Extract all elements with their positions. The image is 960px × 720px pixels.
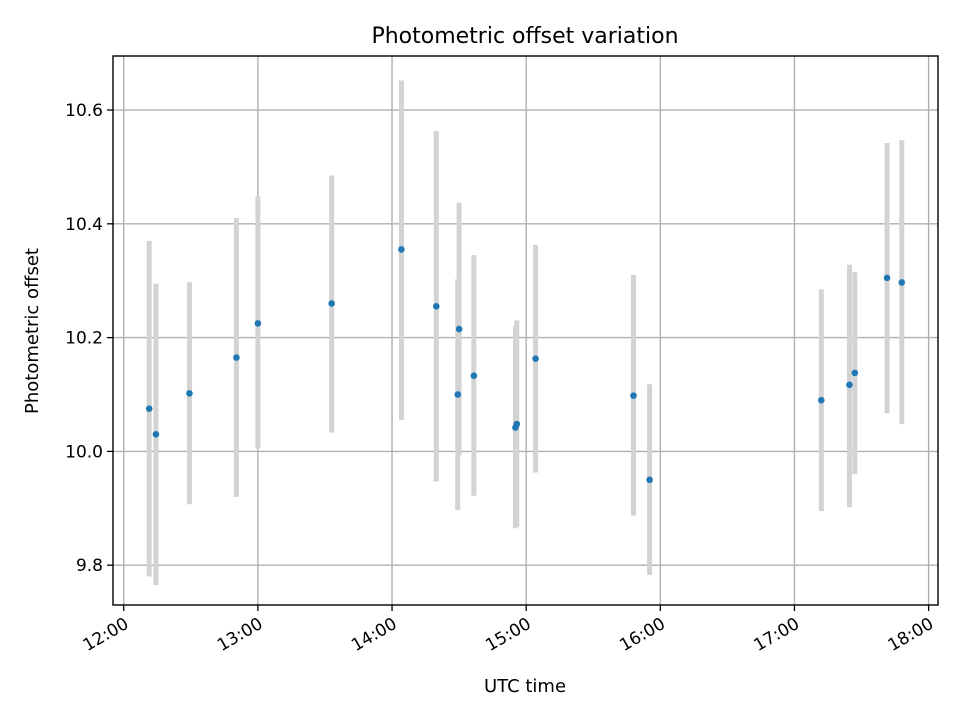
data-point <box>513 420 521 428</box>
data-point <box>254 320 262 327</box>
x-tick-label: 17:00 <box>751 614 803 656</box>
data-point <box>898 279 906 286</box>
x-tick-label: 14:00 <box>348 614 400 656</box>
data-point <box>817 396 825 404</box>
y-tick-label: 10.2 <box>65 329 103 349</box>
data-point <box>432 303 440 310</box>
data-point <box>398 246 405 253</box>
y-tick-label: 10.0 <box>65 442 103 462</box>
data-point <box>846 381 853 389</box>
data-point <box>454 391 462 398</box>
data-point <box>455 325 463 333</box>
x-axis-ticks: 12:00 13:00 14:00 15:00 16:00 17:00 18:00 <box>80 605 937 656</box>
chart-title: Photometric offset variation <box>371 24 678 49</box>
data-point <box>328 300 335 307</box>
y-axis-label: Photometric offset <box>22 248 43 414</box>
x-tick-label: 12:00 <box>80 614 132 656</box>
grid-lines <box>113 56 938 605</box>
data-point <box>851 369 859 377</box>
y-tick-label: 10.4 <box>65 215 103 235</box>
data-point <box>186 390 193 397</box>
data-point <box>145 405 153 413</box>
data-points <box>145 246 906 484</box>
x-tick-label: 18:00 <box>885 614 937 656</box>
y-tick-label: 9.8 <box>76 556 103 576</box>
y-tick-label: 10.6 <box>65 101 103 121</box>
y-axis-ticks: 9.8 10.0 10.2 10.4 10.6 <box>65 101 113 576</box>
plot-frame <box>112 55 939 606</box>
x-axis-label: UTC time <box>484 676 566 697</box>
data-point <box>883 274 891 282</box>
x-tick-label: 16:00 <box>616 614 668 656</box>
data-point <box>646 476 653 484</box>
data-point <box>532 355 539 362</box>
x-tick-label: 13:00 <box>214 614 266 656</box>
data-point <box>152 431 160 438</box>
x-tick-label: 15:00 <box>482 614 534 656</box>
data-point <box>233 354 240 361</box>
data-point <box>630 392 637 399</box>
data-point <box>470 372 478 380</box>
